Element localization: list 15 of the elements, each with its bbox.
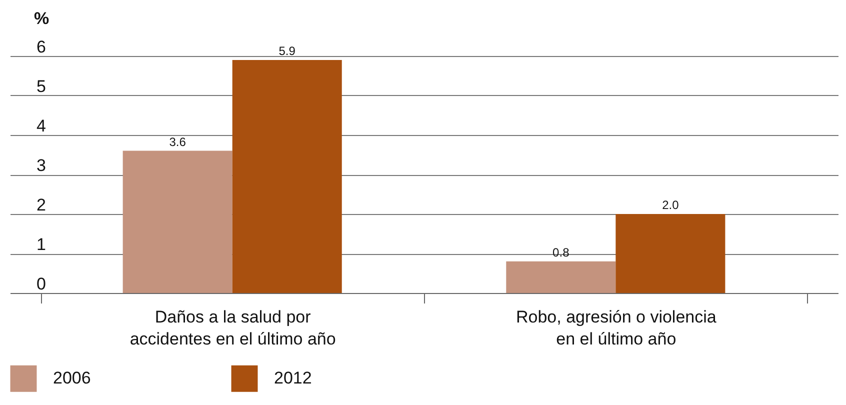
y-tick-label: 1 bbox=[36, 235, 46, 254]
y-tick-label: 6 bbox=[36, 38, 46, 56]
y-tick-label: 4 bbox=[36, 116, 46, 136]
legend-label: 2006 bbox=[53, 368, 91, 388]
y-tick-label: 2 bbox=[36, 196, 46, 214]
legend-label: 2012 bbox=[274, 368, 312, 388]
x-tick-label: Daños a la salud por accidentes en el último año bbox=[130, 308, 336, 348]
y-tick-label: 5 bbox=[36, 77, 46, 96]
data-label: 3.6 bbox=[169, 134, 186, 149]
data-label: 5.9 bbox=[278, 44, 296, 58]
data-label: 2.0 bbox=[662, 198, 680, 212]
x-tick-label: Robo, agresión o violencia en el último año bbox=[516, 308, 717, 348]
y-axis-title: % bbox=[34, 9, 50, 28]
y-tick-label: 3 bbox=[36, 156, 46, 175]
y-tick-label: 0 bbox=[36, 274, 46, 294]
